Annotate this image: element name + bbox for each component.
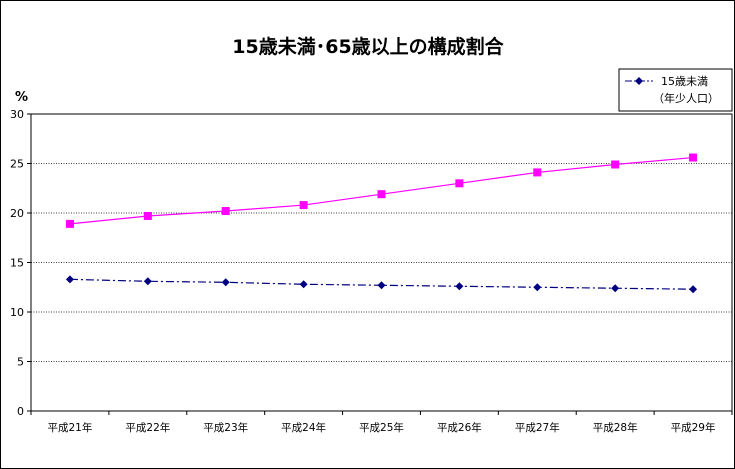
gridlines <box>31 163 732 362</box>
y-tick-label: 5 <box>17 356 24 369</box>
y-tick-label: 30 <box>10 108 24 121</box>
data-point <box>611 284 620 293</box>
x-tick-label: 平成26年 <box>437 421 482 434</box>
legend-series-1-note: （年少人口） <box>653 91 719 105</box>
x-tick-label: 平成22年 <box>125 421 170 434</box>
x-tick-label: 平成25年 <box>359 421 404 434</box>
data-point <box>455 282 464 291</box>
y-tick-label: 20 <box>10 207 24 220</box>
y-axis-unit: % <box>15 90 28 105</box>
data-point <box>377 190 386 199</box>
data-point <box>377 281 386 290</box>
data-point <box>455 179 464 188</box>
data-point <box>689 285 698 294</box>
x-tick-label: 平成24年 <box>281 421 326 434</box>
chart-title: 15歳未満･65歳以上の構成割合 <box>232 35 504 58</box>
legend-series-1-marker <box>635 77 643 85</box>
data-point <box>533 168 542 177</box>
y-tick-label: 15 <box>10 257 24 270</box>
x-tick-label: 平成28年 <box>593 421 638 434</box>
y-tick-label: 10 <box>10 306 24 319</box>
data-point <box>65 219 74 228</box>
x-tick-label: 平成21年 <box>48 421 93 434</box>
y-tick-label: 25 <box>10 158 24 171</box>
x-tick-label: 平成27年 <box>515 421 560 434</box>
x-axis-ticks: 平成21年 平成22年 平成23年 平成24年 平成25年 平成26年 平成27年 平成28年… <box>30 411 733 434</box>
legend-box <box>618 68 733 112</box>
plot-border <box>30 113 733 412</box>
y-tick-label: 0 <box>17 405 24 418</box>
x-tick-label: 平成23年 <box>203 421 248 434</box>
data-point <box>65 275 74 284</box>
y-axis-ticks: 0 5 10 15 20 25 30 <box>10 108 31 418</box>
data-point <box>611 160 620 169</box>
series-layer <box>65 153 698 294</box>
data-point <box>221 278 230 287</box>
legend-series-1-label: 15歳未満 <box>661 75 708 88</box>
data-point <box>689 153 698 162</box>
data-point <box>143 211 152 220</box>
data-point <box>533 283 542 292</box>
x-tick-label: 平成29年 <box>671 421 716 434</box>
data-point <box>299 201 308 210</box>
plot-area <box>30 113 733 412</box>
series-1 <box>65 275 698 294</box>
legend: 15歳未満 （年少人口） <box>618 68 733 112</box>
series-2 <box>65 153 698 228</box>
data-point <box>143 277 152 286</box>
data-point <box>299 280 308 289</box>
data-point <box>221 207 230 216</box>
